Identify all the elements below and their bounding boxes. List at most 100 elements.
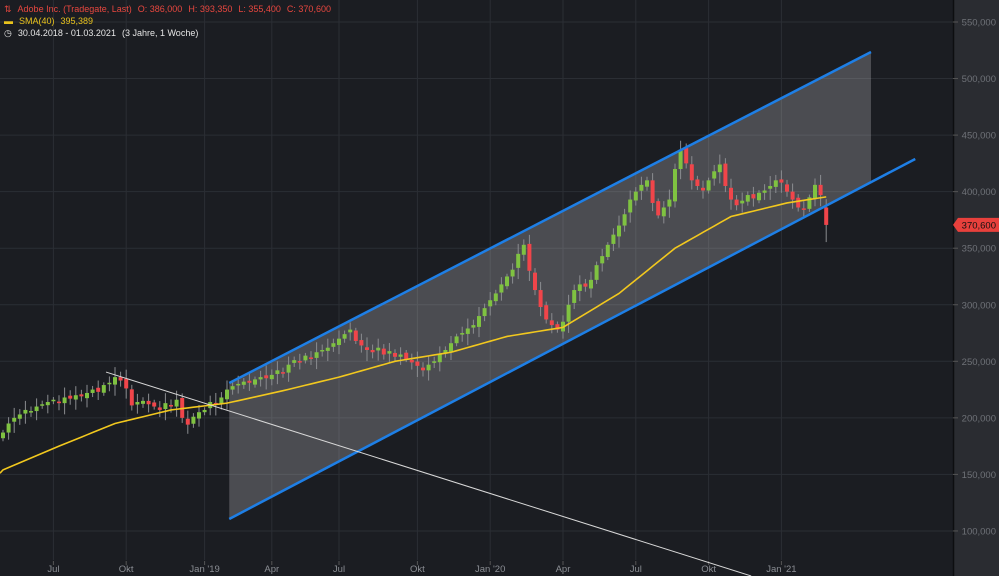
channel-upper-line xyxy=(228,50,872,385)
candle xyxy=(62,387,67,415)
candle-body xyxy=(706,180,711,191)
candle-body xyxy=(241,381,246,385)
candle xyxy=(107,376,112,392)
candle-body xyxy=(549,320,554,326)
candle xyxy=(505,273,509,290)
candle xyxy=(751,186,756,207)
candle xyxy=(639,176,644,200)
candle-body xyxy=(661,207,666,217)
candle xyxy=(779,170,784,193)
candle-body xyxy=(6,423,11,433)
y-axis-panel[interactable] xyxy=(953,0,999,576)
candle xyxy=(762,184,767,200)
candle xyxy=(421,362,425,377)
candle xyxy=(443,346,448,358)
candle-body xyxy=(745,195,750,202)
candle-body xyxy=(404,352,409,360)
candle-body xyxy=(135,402,140,405)
candle-body xyxy=(695,179,700,186)
candle xyxy=(370,344,375,359)
candle xyxy=(533,268,537,296)
y-tick-label: 550,000 xyxy=(962,18,996,29)
candle xyxy=(281,367,285,378)
candle-body xyxy=(499,284,504,293)
candle-body xyxy=(605,244,610,258)
candle-body xyxy=(79,394,84,397)
candle-body xyxy=(342,334,347,339)
candle-body xyxy=(269,374,274,380)
candle xyxy=(790,183,795,209)
candle-body xyxy=(230,386,235,390)
candle-body xyxy=(29,411,33,413)
candle xyxy=(488,292,493,316)
candle xyxy=(757,190,761,204)
candle-body xyxy=(577,284,582,291)
candle xyxy=(477,307,481,338)
candle xyxy=(437,346,442,372)
candle-body xyxy=(73,395,78,400)
candle-body xyxy=(712,171,717,179)
candle xyxy=(286,356,291,382)
candle xyxy=(275,361,280,385)
close-value: C: 370,600 xyxy=(286,4,331,14)
candle xyxy=(146,393,151,413)
candle-body xyxy=(124,378,129,389)
candlestick-icon: ⇅ xyxy=(4,4,12,14)
candle xyxy=(29,406,33,417)
candle-body xyxy=(320,349,325,352)
plot-area xyxy=(0,0,953,576)
candle-body xyxy=(409,359,414,363)
candle xyxy=(701,180,705,199)
candle xyxy=(482,303,487,322)
candle-body xyxy=(225,389,229,400)
candle-body xyxy=(527,243,532,271)
candle xyxy=(409,353,414,370)
y-tick-label: 150,000 xyxy=(962,470,996,481)
candle xyxy=(152,399,157,410)
candle-body xyxy=(779,179,784,183)
candle xyxy=(818,174,823,207)
candle-body xyxy=(85,392,89,399)
candle-body xyxy=(667,199,672,207)
candle xyxy=(656,198,661,219)
candle xyxy=(320,344,325,357)
x-tick-label: Okt xyxy=(701,564,716,575)
candle xyxy=(689,156,694,190)
candle xyxy=(493,289,498,306)
candle-body xyxy=(824,207,829,225)
x-tick-label: Okt xyxy=(410,564,425,575)
candle-body xyxy=(762,190,767,193)
candle xyxy=(79,389,84,402)
x-tick-label: Apr xyxy=(556,564,571,575)
candle-body xyxy=(113,377,117,385)
y-tick-label: 100,000 xyxy=(962,526,996,537)
candle-body xyxy=(521,244,526,255)
candle xyxy=(365,337,369,362)
candle-body xyxy=(365,347,369,350)
candle xyxy=(628,190,633,223)
date-range: 30.04.2018 - 01.03.2021 xyxy=(17,28,116,38)
candle-body xyxy=(785,184,789,192)
x-tick-label: Jan '20 xyxy=(475,564,505,575)
candle-body xyxy=(460,333,465,335)
candle-body xyxy=(107,382,112,385)
candle-body xyxy=(790,191,795,200)
candle-body xyxy=(118,377,123,381)
candle xyxy=(398,347,403,365)
candle xyxy=(17,409,22,425)
last-price-tag xyxy=(953,217,999,232)
candle xyxy=(258,370,263,387)
candle-body xyxy=(325,347,330,351)
candle-body xyxy=(600,256,605,264)
candle xyxy=(85,384,89,408)
candle-body xyxy=(281,372,285,374)
trend-line xyxy=(105,371,752,576)
candle-body xyxy=(17,414,22,419)
candle-body xyxy=(191,416,196,424)
candle-body xyxy=(449,343,453,352)
candle xyxy=(225,380,229,410)
candle-body xyxy=(751,194,756,199)
candle xyxy=(241,378,246,389)
candle-body xyxy=(129,389,134,406)
